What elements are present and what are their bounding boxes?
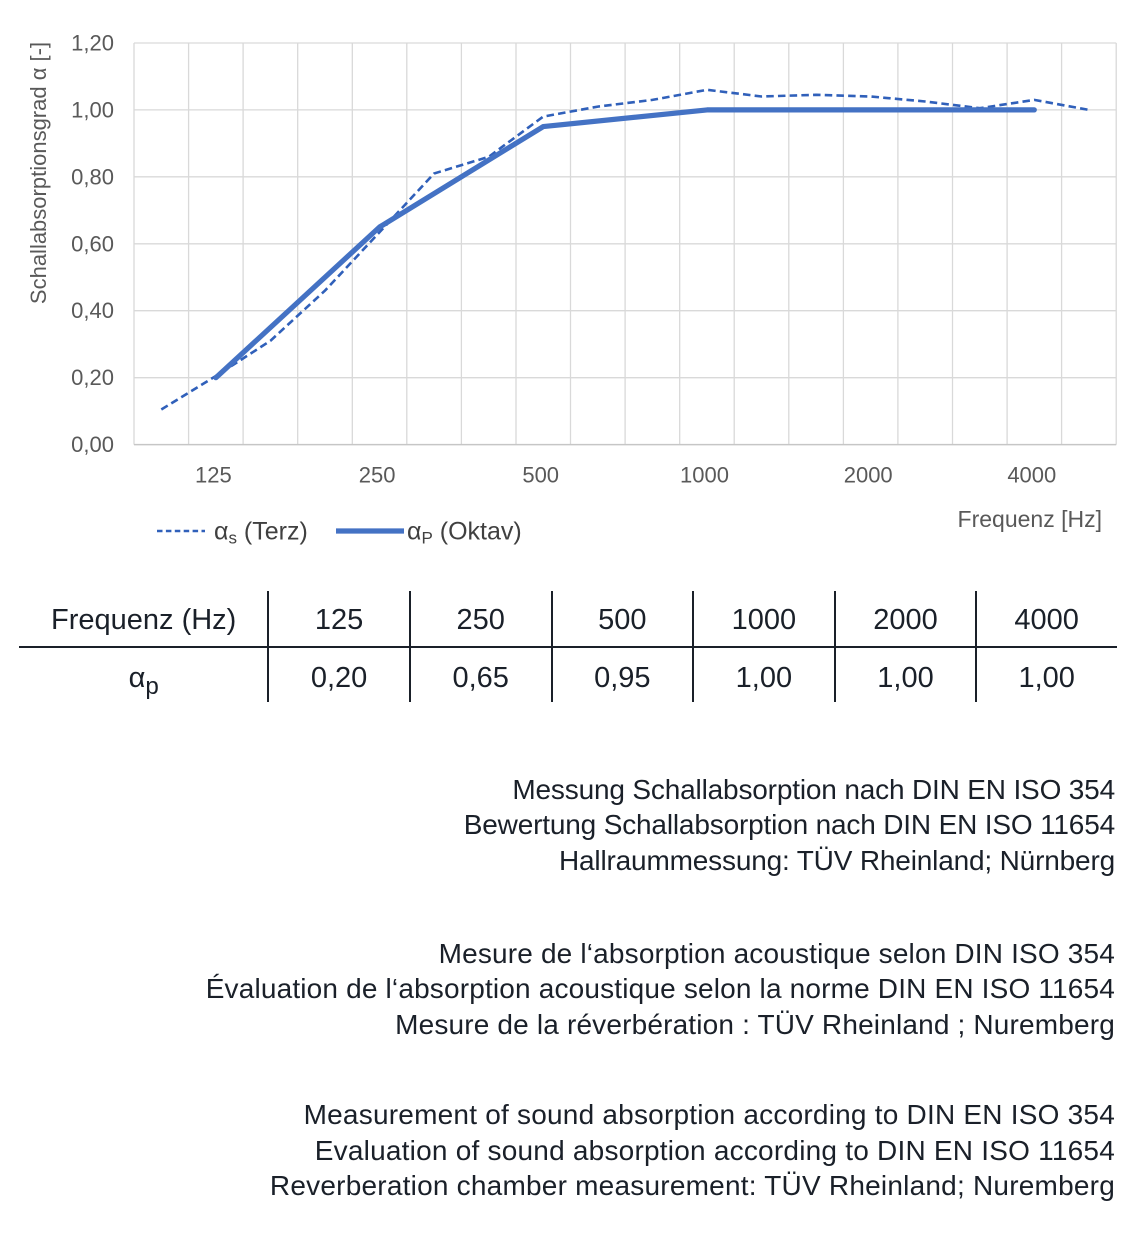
svg-text:2000: 2000	[844, 463, 893, 488]
svg-text:0,00: 0,00	[71, 432, 114, 457]
svg-text:Frequenz [Hz]: Frequenz [Hz]	[958, 506, 1102, 532]
svg-text:4000: 4000	[1007, 463, 1056, 488]
svg-text:0,60: 0,60	[71, 231, 114, 256]
svg-text:0,40: 0,40	[71, 298, 114, 323]
svg-text:250: 250	[359, 463, 396, 488]
svg-text:0,20: 0,20	[71, 365, 114, 390]
svg-text:αP (Oktav): αP (Oktav)	[407, 518, 522, 548]
svg-text:500: 500	[522, 463, 559, 488]
svg-text:αs (Terz): αs (Terz)	[214, 518, 308, 548]
svg-text:1000: 1000	[680, 463, 729, 488]
svg-text:1,20: 1,20	[71, 31, 114, 56]
svg-text:Schallabsorptionsgrad α [-]: Schallabsorptionsgrad α [-]	[26, 42, 51, 304]
svg-text:125: 125	[195, 463, 232, 488]
svg-text:1,00: 1,00	[71, 97, 114, 122]
svg-text:0,80: 0,80	[71, 164, 114, 189]
